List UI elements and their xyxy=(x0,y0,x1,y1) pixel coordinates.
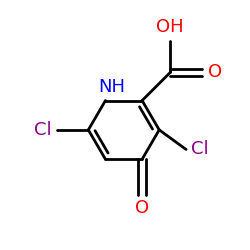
Text: O: O xyxy=(135,199,149,217)
Text: NH: NH xyxy=(98,78,125,96)
Text: O: O xyxy=(208,64,222,82)
Text: Cl: Cl xyxy=(191,140,208,158)
Text: OH: OH xyxy=(156,18,184,36)
Text: Cl: Cl xyxy=(34,121,52,139)
